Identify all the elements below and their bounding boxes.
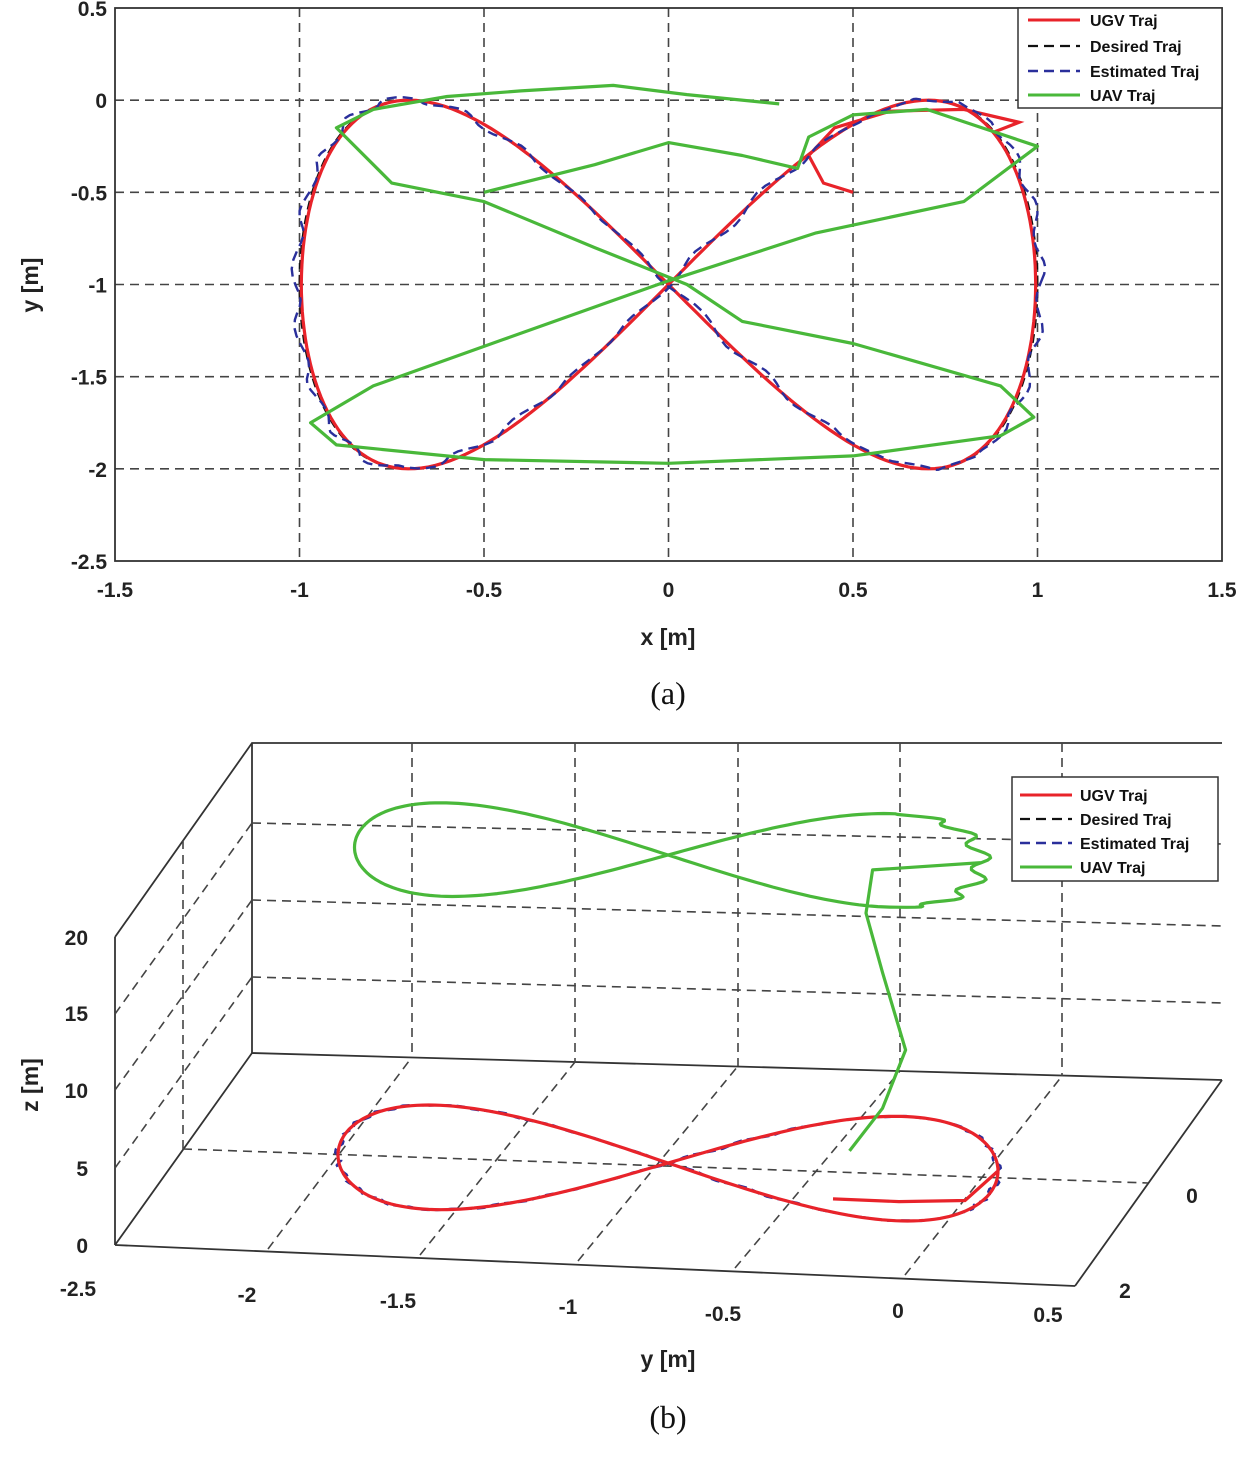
- panel-b-series-ugv: [336, 1103, 1000, 1223]
- panel-a-legend: UGV Traj Desired Traj Estimated Traj UAV…: [1017, 7, 1223, 109]
- panel-b-z-tick-4: 20: [65, 927, 88, 950]
- panel-b-legend-label-estimated: Estimated Traj: [1080, 836, 1189, 853]
- panel-b-y-tick-1: -2: [238, 1284, 257, 1307]
- panel-a-legend-box: [1017, 7, 1223, 109]
- panel-a-y-axis-label: y [m]: [17, 258, 43, 313]
- panel-b-legend: UGV Traj Desired Traj Estimated Traj UAV…: [1011, 776, 1219, 882]
- panel-b-legend-label-uav: UAV Traj: [1080, 860, 1146, 877]
- panel-b-y-tick-5: 0: [892, 1300, 904, 1323]
- panel-b-depth-tick-0: 0: [1186, 1185, 1198, 1208]
- panel-b-series-uav: [352, 801, 993, 1152]
- panel-a-legend-label-ugv: UGV Traj: [1090, 13, 1158, 30]
- panel-a-legend-label-desired: Desired Traj: [1090, 39, 1182, 56]
- panel-b-z-tick-3: 15: [65, 1003, 89, 1026]
- panel-b-z-tick-2: 10: [65, 1080, 88, 1103]
- panel-b-box-front-floor-edge: [114, 1244, 1076, 1287]
- panel-a-2d-plot: -1.5 -1 -0.5 0 0.5 1 1.5 -2.5-2-1.5-1-0.500.5 …: [17, 0, 1237, 711]
- panel-b-left-wall-grid: [114, 822, 253, 1169]
- panel-b-box-back-floor-edges: [114, 1052, 1223, 1246]
- panel-a-y-tick-1: -2: [88, 459, 107, 482]
- panel-b-3d-plot: 0 5 10 15 20 -2.5 -2 -1.5 -1 -0.5 0 0.5 …: [17, 742, 1223, 1435]
- panel-a-x-tick-1: -1: [290, 579, 309, 602]
- panel-a-legend-label-uav: UAV Traj: [1090, 88, 1156, 105]
- panel-a-legend-label-estimated: Estimated Traj: [1090, 64, 1199, 81]
- panel-a-x-tick-6: 1.5: [1207, 579, 1237, 602]
- panel-b-z-ticks: 0 5 10 15 20: [65, 927, 89, 1258]
- panel-b-depth-tick-1: 2: [1119, 1280, 1131, 1303]
- panel-a-x-tick-4: 0.5: [838, 579, 868, 602]
- panel-a-series-uav: [309, 83, 1040, 465]
- panel-a-y-tick-3: -1: [88, 275, 107, 298]
- panel-a-y-tick-6: 0.5: [78, 0, 108, 21]
- panel-b-back-wall-grid: [251, 743, 1223, 1076]
- panel-a-caption: (a): [650, 675, 686, 711]
- panel-a-y-tick-4: -0.5: [71, 182, 108, 205]
- panel-a-series-estimated: [290, 96, 1047, 472]
- panel-b-y-tick-2: -1.5: [380, 1290, 417, 1313]
- panel-a-x-tick-3: 0: [663, 579, 675, 602]
- panel-b-y-tick-4: -0.5: [705, 1303, 742, 1326]
- panel-b-y-tick-0: -2.5: [60, 1278, 97, 1301]
- panel-a-x-axis-label: x [m]: [641, 624, 696, 650]
- panel-b-y-axis-label: y [m]: [641, 1346, 696, 1372]
- panel-a-y-tick-2: -1.5: [71, 367, 108, 390]
- panel-a-x-tick-2: -0.5: [466, 579, 503, 602]
- panel-b-y-ticks: -2.5 -2 -1.5 -1 -0.5 0 0.5: [60, 1278, 1063, 1327]
- panel-a-x-ticks: -1.5 -1 -0.5 0 0.5 1 1.5: [97, 579, 1237, 602]
- panel-a-x-tick-0: -1.5: [97, 579, 134, 602]
- panel-a-y-tick-0: -2.5: [71, 551, 108, 574]
- panel-a-series-group: [290, 83, 1047, 472]
- panel-b-floor-grid: [182, 1056, 1149, 1276]
- panel-b-y-tick-3: -1: [559, 1296, 578, 1319]
- panel-b-legend-label-ugv: UGV Traj: [1080, 788, 1148, 805]
- panel-b-z-axis-label: z [m]: [17, 1058, 43, 1112]
- panel-b-z-tick-0: 0: [76, 1235, 88, 1258]
- panel-b-z-tick-1: 5: [76, 1158, 88, 1181]
- panel-a-y-tick-5: 0: [95, 90, 107, 113]
- panel-b-legend-label-desired: Desired Traj: [1080, 812, 1172, 829]
- panel-b-y-tick-6: 0.5: [1033, 1304, 1063, 1327]
- panel-b-depth-ticks: 0 2: [1119, 1185, 1198, 1303]
- panel-a-y-ticks: -2.5 -2 -1.5 -1 -0.5 0 0.5: [71, 0, 108, 574]
- panel-b-series-group: [333, 801, 1003, 1223]
- panel-b-caption: (b): [649, 1399, 686, 1435]
- panel-a-x-tick-5: 1: [1032, 579, 1044, 602]
- panel-b-box-right-floor-edge: [1074, 1079, 1223, 1287]
- panel-a-axes-frame: [114, 7, 1223, 562]
